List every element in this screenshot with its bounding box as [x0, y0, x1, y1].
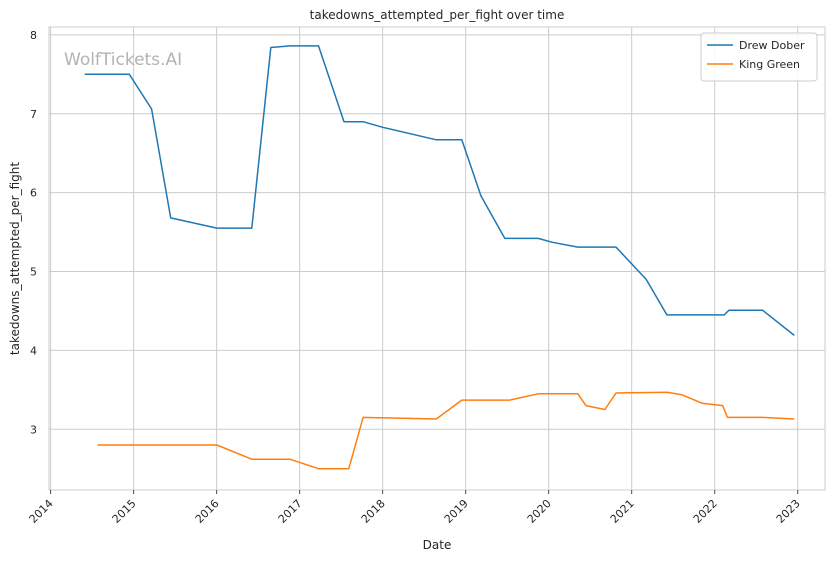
series-line-0	[84, 45, 795, 336]
y-tick-label: 6	[30, 187, 37, 200]
y-tick-label: 5	[30, 266, 37, 279]
legend-label-0: Drew Dober	[739, 39, 805, 52]
y-tick-label: 3	[30, 423, 37, 436]
plot-frame	[48, 26, 826, 491]
series-line-1	[97, 391, 795, 470]
legend: Drew Dober King Green	[700, 32, 818, 82]
x-axis-label: Date	[423, 538, 452, 552]
grid-lines	[49, 27, 825, 490]
y-tick-label: 8	[30, 29, 37, 42]
series-lines	[84, 45, 795, 470]
legend-label-1: King Green	[739, 58, 800, 71]
chart-title: takedowns_attempted_per_fight over time	[310, 8, 565, 22]
y-tick-label: 4	[30, 344, 37, 357]
y-tick-label: 7	[30, 108, 37, 121]
watermark-text: WolfTickets.AI	[64, 50, 182, 70]
y-axis-label: takedowns_attempted_per_fight	[8, 162, 22, 355]
